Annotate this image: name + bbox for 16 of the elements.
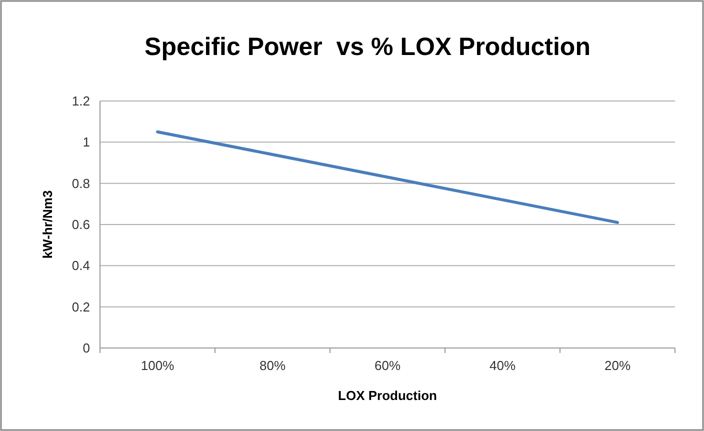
x-tick-label: 40% [489,358,516,373]
y-tick-label: 0.4 [72,258,90,274]
y-tick-label: 0.2 [72,299,90,314]
line-series [156,130,619,224]
chart-title: Specific Power vs % LOX Production [144,33,590,61]
x-tick-label: 60% [374,358,401,373]
x-tick-label: 100% [140,358,175,373]
x-tick-label: 80% [259,358,286,373]
x-tick-label: 20% [604,358,631,373]
y-tick-label: 0 [82,340,90,356]
y-tick-label: 1.2 [72,94,90,109]
y-axis-title: kW-hr/Nm3 [40,190,55,259]
x-axis-title: LOX Production [338,388,438,403]
y-tick-label: 1 [82,134,90,150]
y-tick-label: 0.8 [72,176,90,191]
y-tick-label: 0.6 [72,217,90,232]
